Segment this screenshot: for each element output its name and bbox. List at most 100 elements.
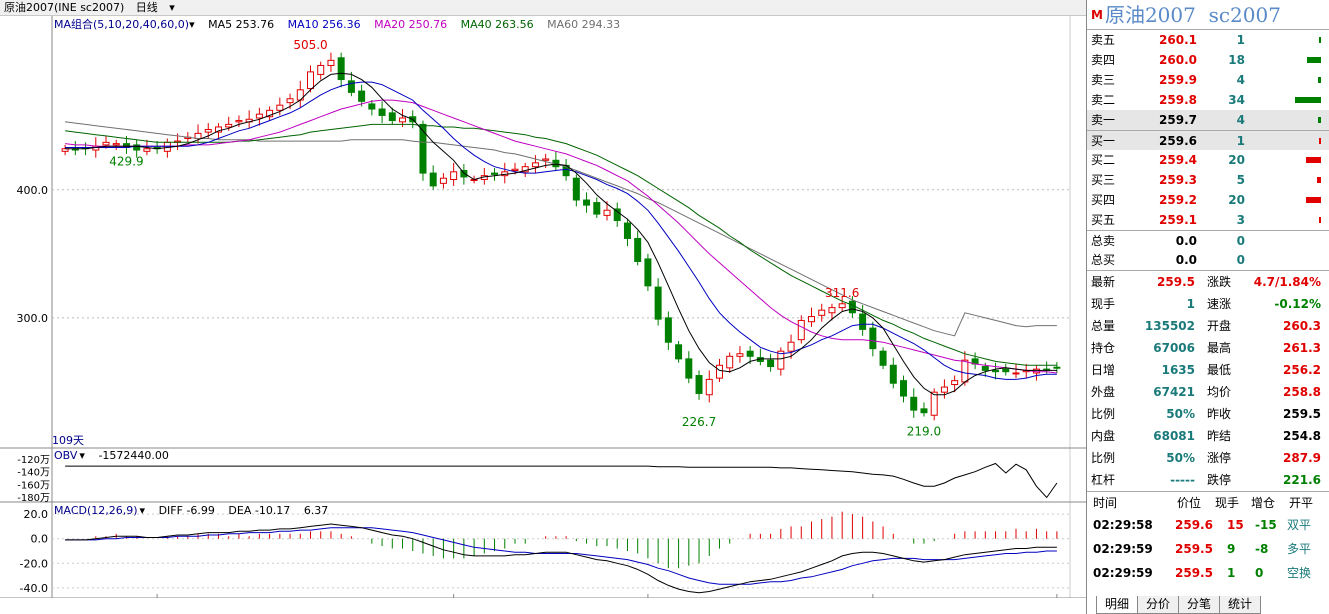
chevron-down-icon[interactable]: ▾	[139, 504, 146, 517]
candle-body	[266, 109, 274, 118]
level-price: 259.6	[1159, 134, 1197, 148]
candle-body	[951, 380, 959, 385]
quote-table: 最新 259.5 涨跌 4.7/1.84% 现手 1 速涨 -0.12% 总量 135502 开盘 2…	[1087, 270, 1329, 491]
quote-label: 杠杆	[1091, 473, 1116, 487]
candle-body	[583, 199, 591, 206]
candle-body	[337, 57, 345, 81]
candle-body	[194, 132, 202, 139]
macd-value: 6.37	[303, 504, 329, 517]
stock-code: sc2007	[1208, 3, 1281, 27]
level-volume: 4	[1236, 73, 1245, 87]
chart-title[interactable]: 原油2007(INE sc2007)	[4, 1, 125, 14]
candle-body	[235, 120, 243, 123]
quote-row: 比例 50% 涨停 287.9	[1087, 447, 1329, 469]
ask-row[interactable]: 卖五 260.1 1	[1087, 30, 1329, 50]
price-annotation: 311.6	[825, 286, 859, 300]
quote-value: 258.8	[1283, 385, 1321, 399]
candle-body	[777, 350, 785, 370]
macd-dea: DEA -10.17	[228, 504, 291, 517]
ask-row[interactable]: 卖四 260.0 18	[1087, 50, 1329, 70]
tick-row[interactable]: 02:29:59 259.5 1 0 空换	[1087, 561, 1329, 585]
chevron-down-icon[interactable]: ▾	[79, 449, 85, 462]
macd-tick-label: 0.0	[31, 533, 49, 546]
quote-label: 最新	[1091, 275, 1116, 289]
candle-body	[900, 380, 908, 397]
quote-label: 最低	[1207, 363, 1232, 377]
quote-row: 内盘 68081 昨结 254.8	[1087, 425, 1329, 447]
quote-value: 259.5	[1157, 275, 1195, 289]
quote-label: 最高	[1207, 341, 1232, 355]
chevron-down-icon: ▾	[169, 1, 175, 14]
ma10-line	[65, 81, 1057, 380]
quote-label: 现手	[1091, 297, 1116, 311]
volume-bar	[1307, 57, 1321, 63]
candle-body	[879, 350, 887, 366]
ask-row[interactable]: 卖二 259.8 34	[1087, 90, 1329, 110]
level-label: 买一	[1091, 134, 1116, 148]
macd-tick-label: -20.0	[20, 557, 48, 570]
bid-row[interactable]: 买五 259.1 3	[1087, 210, 1329, 230]
total-count: 0	[1236, 253, 1245, 267]
total-count: 0	[1236, 234, 1245, 248]
quote-value: -----	[1170, 473, 1195, 487]
total-row: 总买 0.0 0	[1087, 250, 1329, 270]
level-label: 买五	[1091, 213, 1116, 227]
candle-body	[787, 341, 795, 352]
tick-hand: 15	[1227, 518, 1244, 532]
bid-row[interactable]: 买二 259.4 20	[1087, 150, 1329, 170]
chevron-down-icon[interactable]: ▾	[189, 18, 195, 31]
bid-row[interactable]: 买一 259.6 1	[1087, 130, 1329, 150]
candle-body	[204, 129, 212, 133]
candle-body	[859, 313, 867, 330]
candle-body	[940, 386, 948, 393]
obv-legend-label[interactable]: OBV	[54, 449, 78, 462]
tick-header-hand: 现手	[1215, 496, 1240, 510]
ma40-line	[65, 123, 1057, 366]
tick-row[interactable]: 02:29:58 259.6 15 -15 双平	[1087, 513, 1329, 537]
bid-row[interactable]: 买四 259.2 20	[1087, 190, 1329, 210]
macd-legend-label[interactable]: MACD(12,26,9)	[54, 504, 138, 517]
candle-body	[992, 369, 1000, 373]
quote-value: 256.2	[1283, 363, 1321, 377]
level-price: 259.8	[1159, 93, 1197, 107]
level-price: 259.7	[1159, 113, 1197, 127]
level-label: 买四	[1091, 193, 1116, 207]
obv-tick-label: -140万	[17, 468, 50, 479]
ask-row[interactable]: 卖一 259.7 4	[1087, 110, 1329, 130]
ma60-line	[65, 121, 1057, 337]
candle-body	[961, 359, 969, 383]
chart-area[interactable]: 400.0 300.0 505.0 429.9 226.7 311.6 219.0 -120万…	[0, 16, 1089, 613]
level-volume: 5	[1236, 173, 1245, 187]
tab-1[interactable]: 分价	[1137, 596, 1180, 614]
candle-body	[439, 177, 447, 184]
quote-label: 内盘	[1091, 429, 1116, 443]
ma-legend-label[interactable]: MA组合(5,10,20,40,60,0)	[54, 18, 190, 31]
tab-3[interactable]: 统计	[1219, 596, 1262, 614]
candle-body	[981, 366, 989, 371]
volume-bar	[1317, 77, 1321, 83]
candle-body	[399, 117, 407, 123]
period-selector[interactable]: 日线 ▾	[135, 1, 175, 14]
total-label: 总卖	[1091, 234, 1116, 248]
level-price: 259.4	[1159, 153, 1197, 167]
quote-value: 260.3	[1283, 319, 1321, 333]
level-volume: 1	[1236, 33, 1245, 47]
tick-list[interactable]: 02:29:58 259.6 15 -15 双平 02:29:59 259.5 9 -8 多平 02…	[1087, 513, 1329, 585]
price-annotation: 226.7	[682, 415, 716, 429]
quote-value: 50%	[1166, 407, 1195, 421]
candle-body	[307, 71, 314, 90]
obv-tick-label: -160万	[17, 480, 50, 491]
tick-header-oc: 开平	[1289, 496, 1314, 510]
ma20-line	[65, 99, 1057, 374]
ma-legend: MA组合(5,10,20,40,60,0)▾ MA5 253.76 MA10 2…	[54, 18, 630, 32]
tab-0[interactable]: 明细	[1096, 596, 1139, 614]
tick-row[interactable]: 02:29:59 259.5 9 -8 多平	[1087, 537, 1329, 561]
tab-2[interactable]: 分笔	[1178, 596, 1221, 614]
volume-bar	[1317, 117, 1321, 123]
bid-row[interactable]: 买三 259.3 5	[1087, 170, 1329, 190]
volume-bar	[1295, 97, 1321, 103]
candle-body	[1002, 368, 1010, 373]
ask-row[interactable]: 卖三 259.9 4	[1087, 70, 1329, 90]
level-label: 买三	[1091, 173, 1116, 187]
volume-bar	[1318, 217, 1321, 223]
